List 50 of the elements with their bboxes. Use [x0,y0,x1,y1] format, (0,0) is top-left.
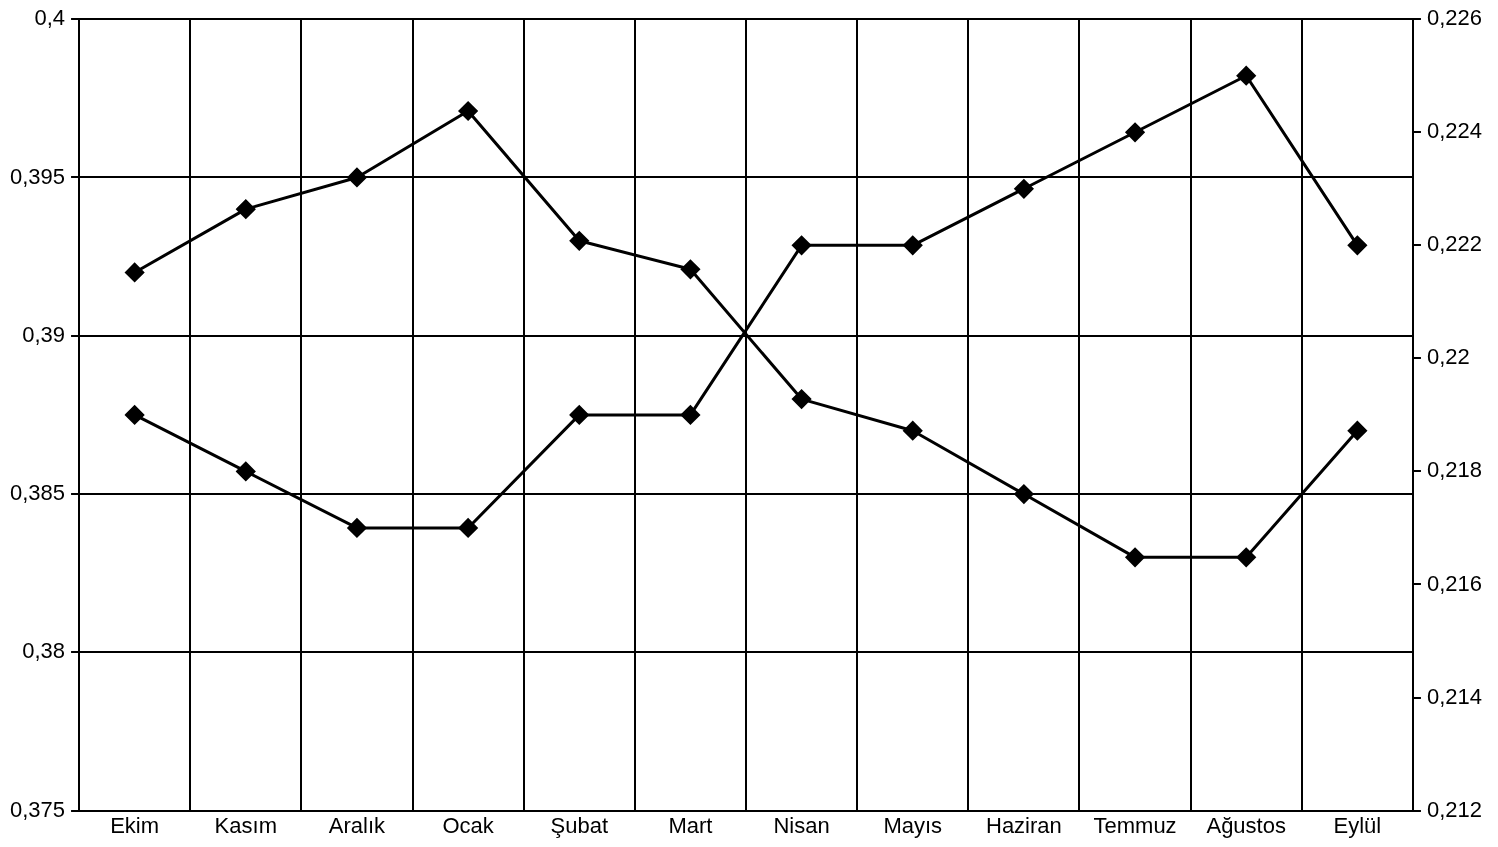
x-tick-label: Mart [668,812,713,838]
point [1125,547,1145,567]
y2-tick-label: 0,214 [1426,683,1483,709]
y-tick-label: 0,385 [9,480,66,506]
y2-tick-label: 0,224 [1426,118,1483,144]
y2-tick-label: 0,22 [1426,344,1470,370]
x-tick-label: Ocak [442,812,495,838]
point [347,518,367,538]
point [680,405,700,425]
y-tick-label: 0,4 [34,5,66,31]
point [236,461,256,481]
x-tick-label: Kasım [214,812,277,838]
x-tick-label: Mayıs [883,812,943,838]
y-tick-label: 0,375 [9,796,66,822]
point [792,235,812,255]
point [1014,179,1034,199]
x-tick-label: Ağustos [1206,812,1286,838]
point [1347,235,1367,255]
x-tick-label: Şubat [550,812,609,838]
x-tick-label: Nisan [773,812,830,838]
y-tick-label: 0,395 [9,163,66,189]
point [1014,484,1034,504]
point [792,389,812,409]
point [125,405,145,425]
point [1236,547,1256,567]
x-tick-label: Aralık [328,812,387,838]
point [458,518,478,538]
y-tick-label: 0,38 [22,638,66,664]
y2-tick-label: 0,222 [1426,231,1483,257]
y2-tick-label: 0,226 [1426,5,1483,31]
y2-tick-label: 0,218 [1426,457,1483,483]
point [903,235,923,255]
y-tick-label: 0,39 [22,321,66,347]
point [1347,421,1367,441]
y2-tick-label: 0,216 [1426,570,1483,596]
point [1236,66,1256,86]
point [236,199,256,219]
point [903,421,923,441]
point [680,259,700,279]
point [569,405,589,425]
point [458,101,478,121]
x-tick-label: Ekim [110,812,160,838]
x-tick-label: Eylül [1333,812,1382,838]
point [347,167,367,187]
point [125,262,145,282]
y2-tick-label: 0,212 [1426,796,1483,822]
x-tick-label: Temmuz [1093,812,1177,838]
point [569,231,589,251]
point [1125,122,1145,142]
x-tick-label: Haziran [985,812,1062,838]
